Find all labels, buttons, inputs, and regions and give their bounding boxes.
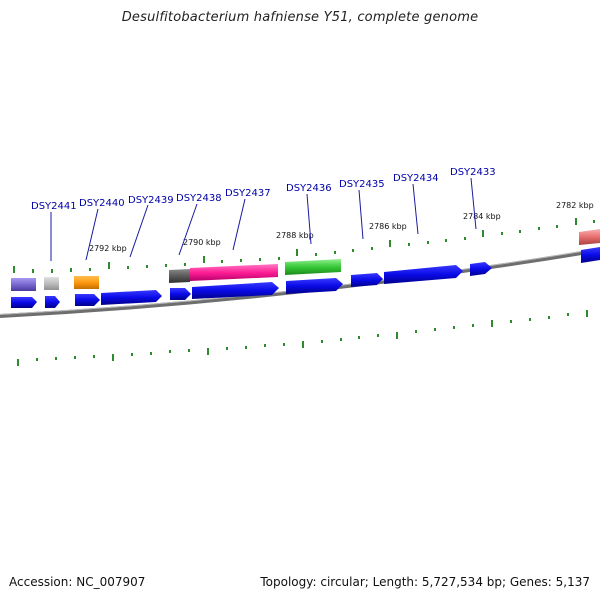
gene-label-dsy2439[interactable]: DSY2439 [128, 195, 174, 206]
kbp-label: 2792 kbp [89, 244, 127, 253]
cds-arrow[interactable] [351, 273, 383, 287]
cds-arrow[interactable] [75, 294, 100, 306]
gene-label-dsy2436[interactable]: DSY2436 [286, 183, 332, 194]
kbp-labels: 2792 kbp 2790 kbp 2788 kbp 2786 kbp 2784… [89, 201, 594, 253]
kbp-label: 2786 kbp [369, 222, 407, 231]
kbp-label: 2782 kbp [556, 201, 594, 210]
cds-arrow[interactable] [11, 297, 37, 308]
gene-label-dsy2438[interactable]: DSY2438 [176, 193, 222, 204]
kbp-label: 2788 kbp [276, 231, 314, 240]
cds-arrow[interactable] [384, 265, 463, 284]
feature-box-dsy2441[interactable] [11, 278, 36, 291]
gene-label-dsy2437[interactable]: DSY2437 [225, 188, 271, 199]
outer-tick-row [13, 218, 595, 273]
feature-box-dsy2437[interactable] [190, 264, 278, 281]
feature-box-dsy2438[interactable] [169, 269, 190, 283]
gene-label-dsy2435[interactable]: DSY2435 [339, 179, 385, 190]
cds-arrow[interactable] [45, 296, 60, 308]
inner-tick-row [17, 310, 588, 366]
feature-boxes [11, 229, 600, 291]
cds-arrows [11, 247, 600, 308]
cds-arrow[interactable] [170, 288, 191, 300]
gene-labels: DSY2441 DSY2440 DSY2439 DSY2438 DSY2437 … [31, 167, 496, 212]
kbp-label: 2790 kbp [183, 238, 221, 247]
topology-label: Topology: circular; Length: 5,727,534 bp… [260, 575, 590, 589]
cds-arrow[interactable] [101, 290, 162, 305]
cds-arrow[interactable] [192, 282, 279, 299]
feature-box-dsy2433[interactable] [579, 229, 600, 245]
cds-arrow[interactable] [286, 278, 343, 294]
cds-arrow[interactable] [581, 247, 600, 263]
map-title: Desulfitobacterium hafniense Y51, comple… [121, 10, 479, 25]
gene-label-dsy2441[interactable]: DSY2441 [31, 201, 77, 212]
cds-arrow[interactable] [470, 262, 492, 276]
kbp-label: 2784 kbp [463, 212, 501, 221]
gene-label-dsy2440[interactable]: DSY2440 [79, 198, 125, 209]
feature-box-dsy2440[interactable] [44, 277, 59, 290]
accession-label: Accession: NC_007907 [9, 575, 146, 589]
feature-box-dsy2439[interactable] [74, 276, 99, 289]
gene-leader-lines [50, 177, 477, 261]
feature-box-dsy2436[interactable] [285, 259, 341, 275]
gene-label-dsy2433[interactable]: DSY2433 [450, 167, 496, 178]
gene-label-dsy2434[interactable]: DSY2434 [393, 173, 439, 184]
